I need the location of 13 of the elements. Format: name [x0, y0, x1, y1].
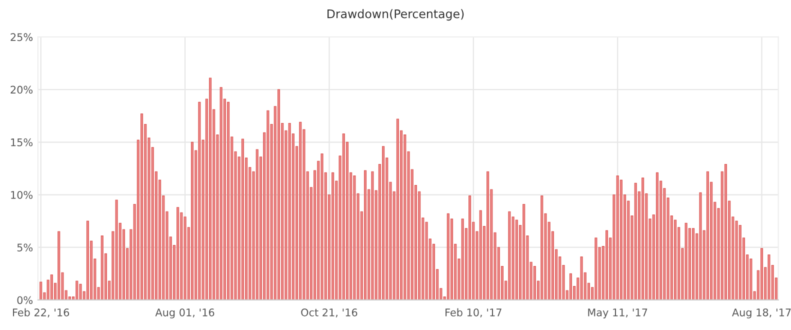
y-tick-label: 5% — [17, 244, 33, 252]
y-tick-label: 25% — [10, 33, 33, 42]
y-tick-label: 15% — [11, 138, 33, 146]
y-tick-label: 0% — [17, 296, 33, 304]
y-tick-label: 20% — [10, 86, 33, 94]
y-tick-label: 10% — [11, 190, 33, 199]
x-tick-label: Feb 10, '17 — [446, 308, 502, 318]
chart-title: Drawdown(Percentage) — [328, 9, 464, 21]
x-tick-label: Aug 18, '17 — [732, 308, 791, 318]
x-tick-label: May 11, '17 — [588, 308, 648, 318]
x-tick-label: Feb 22, '16 — [13, 308, 70, 318]
x-tick-label: Aug 01, '16 — [155, 308, 214, 318]
x-tick-label: Oct 21, '16 — [301, 308, 358, 318]
